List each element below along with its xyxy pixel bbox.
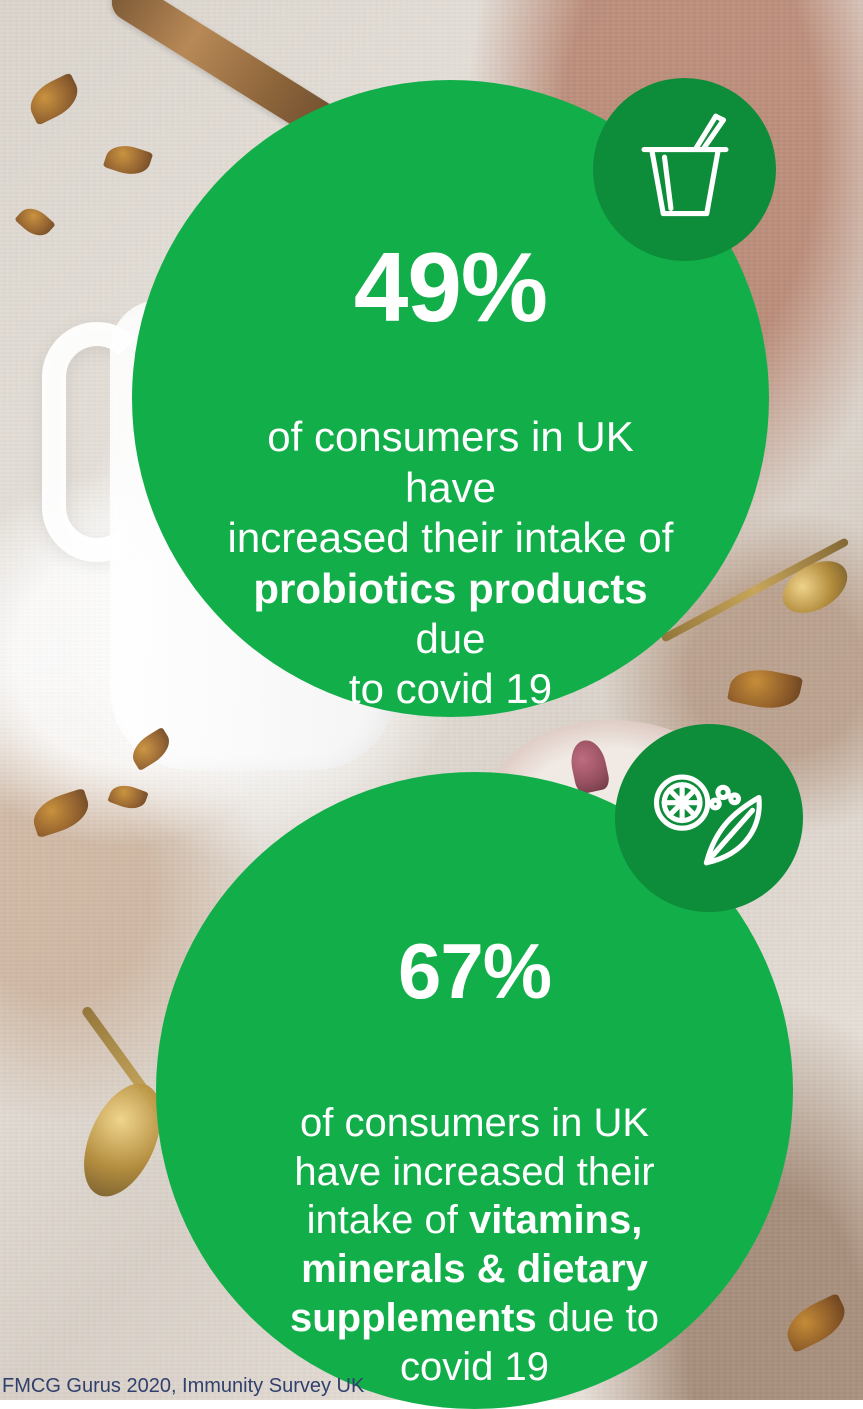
source-citation: FMCG Gurus 2020, Immunity Survey UK bbox=[2, 1375, 365, 1397]
stat-description-suffix: due to covid 19 bbox=[400, 1295, 660, 1389]
stat-description: of consumers in UK have increased their … bbox=[242, 1050, 707, 1392]
stat-emphasis: probiotics products bbox=[253, 564, 648, 612]
stat-percentage: 49% bbox=[353, 232, 548, 342]
stat-description-suffix: due to covid 19 bbox=[348, 614, 553, 713]
vitamins-icon-badge bbox=[615, 724, 803, 912]
stat-description: of consumers in UK have increased their … bbox=[220, 362, 681, 715]
stat-description-prefix: of consumers in UK have increased their … bbox=[227, 413, 674, 562]
yogurt-icon bbox=[640, 113, 729, 216]
stat-percentage: 67% bbox=[397, 927, 552, 1015]
stat-description-prefix: of consumers in UK have increased their … bbox=[294, 1100, 655, 1243]
stat-card-vitamins: 67% of consumers in UK have increased th… bbox=[156, 772, 793, 1409]
probiotics-icon-badge bbox=[593, 78, 776, 261]
stat-emphasis: vitamins, minerals & dietary supplements bbox=[289, 1198, 648, 1340]
citrus-leaf-icon bbox=[653, 774, 762, 866]
